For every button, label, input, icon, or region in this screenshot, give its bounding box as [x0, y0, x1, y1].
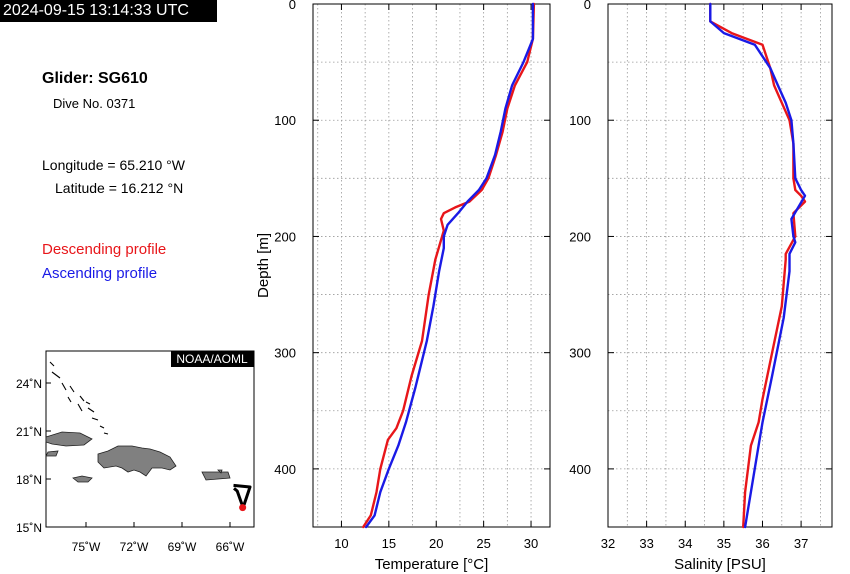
map-bahamas — [49, 361, 109, 435]
salinity-y-tick-label: 300 — [569, 346, 591, 361]
cuba-land — [45, 431, 93, 447]
temperature-ascending-line — [364, 2, 535, 529]
puerto-rico-land — [201, 471, 231, 481]
temperature-plot-frame — [312, 3, 551, 528]
salinity-x-tick-label: 37 — [794, 536, 808, 551]
salinity-y-tick-label: 100 — [569, 113, 591, 128]
temperature-x-tick-label: 25 — [476, 536, 490, 551]
cuba-islet — [45, 450, 59, 457]
salinity-x-tick-label: 35 — [717, 536, 731, 551]
temperature-x-axis-label: Temperature [°C] — [375, 556, 489, 573]
map-lat-label: 21˚N — [16, 425, 42, 439]
salinity-x-tick-label: 36 — [755, 536, 769, 551]
salinity-x-axis-label: Salinity [PSU] — [674, 556, 766, 573]
legend-ascending: Ascending profile — [42, 265, 158, 282]
map-lon-label: 75˚W — [72, 540, 101, 554]
glider-name: Glider: SG610 — [42, 70, 148, 87]
legend-descending: Descending profile — [42, 241, 167, 258]
temperature-y-axis-label: Depth [m] — [255, 233, 272, 298]
map-lat-label: 24˚N — [16, 377, 42, 391]
temperature-y-tick-label: 300 — [274, 346, 296, 361]
temperature-x-tick-label: 30 — [524, 536, 538, 551]
salinity-x-tick-label: 32 — [601, 536, 615, 551]
temperature-x-tick-label: 10 — [334, 536, 348, 551]
latitude-readout: Latitude = 16.212 °N — [55, 180, 184, 196]
salinity-x-tick-label: 34 — [678, 536, 692, 551]
map-landmasses — [45, 431, 231, 483]
hispaniola-land — [97, 445, 177, 477]
temperature-y-tick-label: 0 — [289, 0, 296, 12]
temperature-y-tick-label: 400 — [274, 462, 296, 477]
temperature-descending-line — [362, 2, 536, 529]
glider-track — [233, 483, 252, 512]
map-lon-label: 66˚W — [216, 540, 245, 554]
map-lat-label: 18˚N — [16, 473, 42, 487]
salinity-chart: 32 33 34 35 36 37 0 100 200 300 400 Salinity [PSU] — [569, 0, 833, 573]
temperature-x-tick-label: 20 — [429, 536, 443, 551]
glider-position-marker — [239, 504, 247, 512]
salinity-y-tick-label: 0 — [584, 0, 591, 12]
longitude-readout: Longitude = 65.210 °W — [42, 157, 185, 173]
map-lat-label: 15˚N — [16, 521, 42, 535]
map-lon-label: 69˚W — [168, 540, 197, 554]
salinity-ascending-line — [709, 2, 807, 529]
dive-number: Dive No. 0371 — [53, 96, 136, 111]
jamaica-land — [72, 475, 93, 483]
location-map: NOAA/AOML 24˚N 21˚N 18˚N 15˚N 75˚W 72˚W 69˚W 66… — [16, 350, 255, 554]
temperature-y-tick-label: 200 — [274, 229, 296, 244]
map-credit-box — [171, 351, 254, 367]
map-lon-label: 72˚W — [120, 540, 149, 554]
salinity-plot-frame — [607, 3, 833, 528]
temperature-x-tick-label: 15 — [382, 536, 396, 551]
salinity-y-tick-label: 400 — [569, 462, 591, 477]
map-credit: NOAA/AOML — [176, 352, 248, 366]
salinity-y-tick-label: 200 — [569, 229, 591, 244]
timestamp-banner: 2024-09-15 13:14:33 UTC — [0, 0, 217, 22]
salinity-x-tick-label: 33 — [639, 536, 653, 551]
temperature-y-tick-label: 100 — [274, 113, 296, 128]
islet-1 — [217, 469, 223, 474]
map-axes: 24˚N 21˚N 18˚N 15˚N 75˚W 72˚W 69˚W 66˚W — [16, 377, 245, 554]
